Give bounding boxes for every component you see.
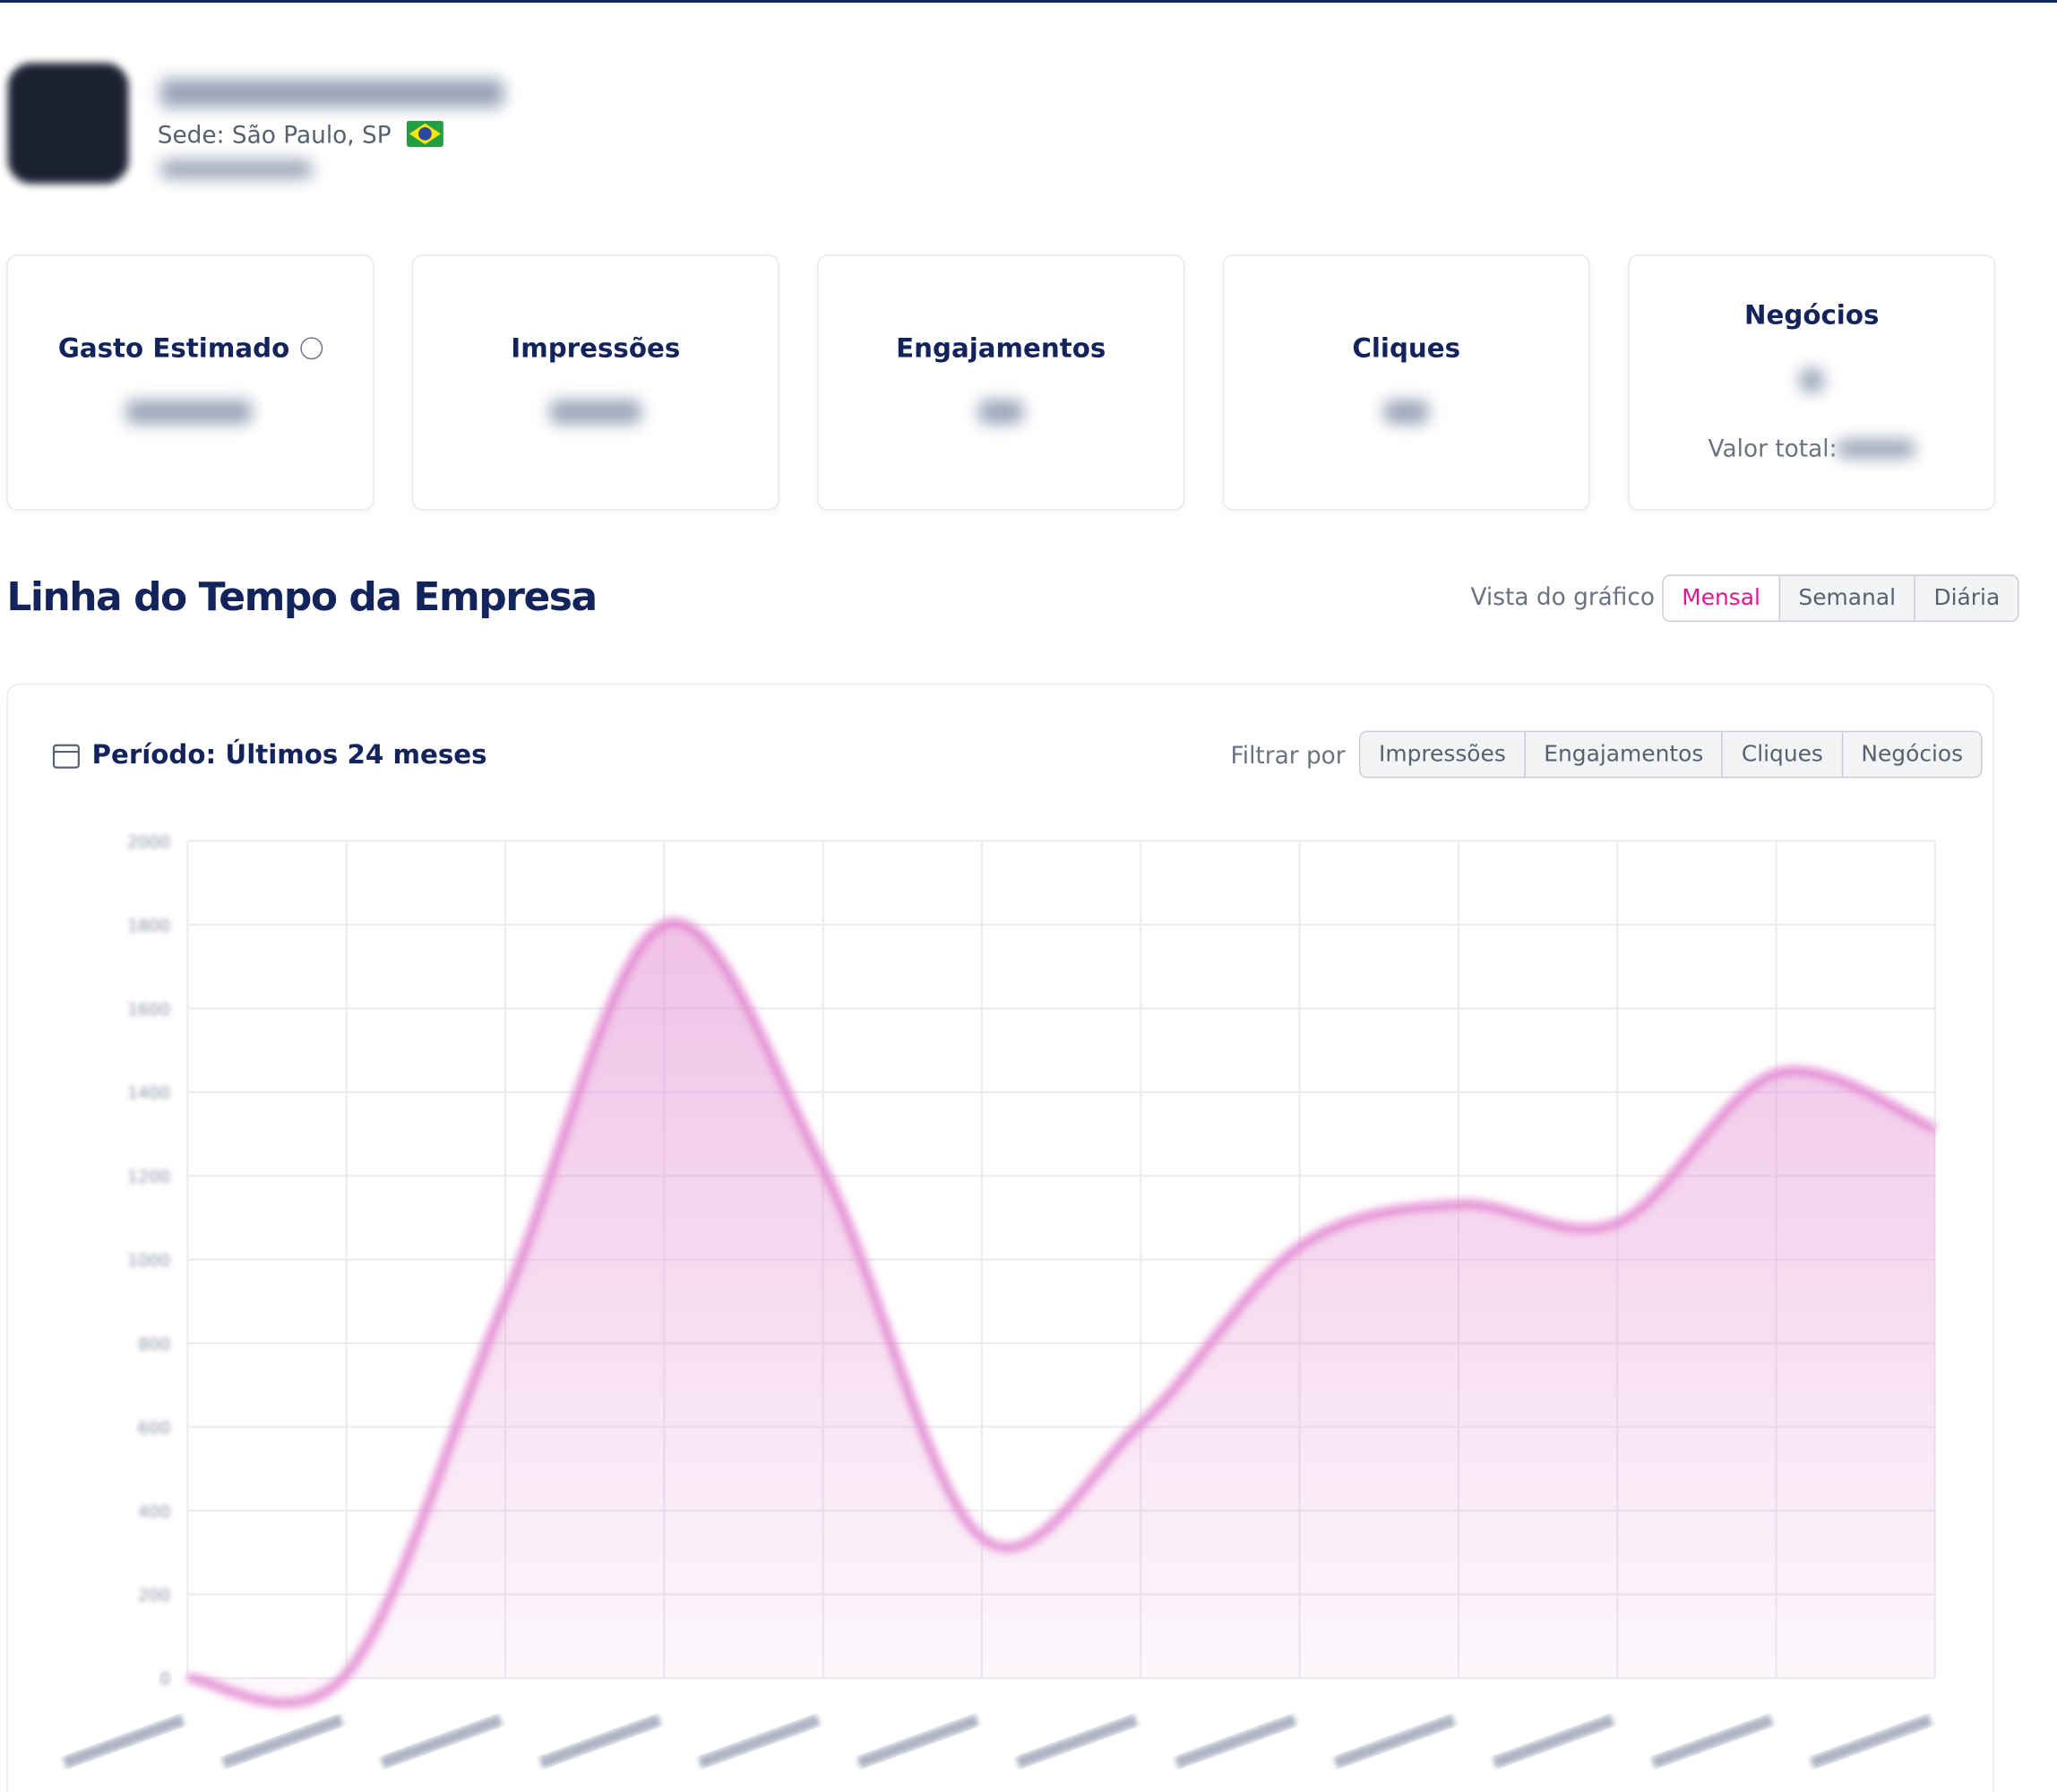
stat-card: Negócios Valor total: <box>1628 254 1996 511</box>
stat-card: Impressões <box>411 254 779 511</box>
filter-option[interactable]: Engajamentos <box>1524 732 1722 777</box>
info-icon <box>299 337 323 360</box>
view-option[interactable]: Semanal <box>1778 575 1914 621</box>
y-tick-label: 1200 <box>127 1167 170 1187</box>
y-tick-label: 800 <box>138 1334 170 1354</box>
location-text: Sede: São Paulo, SP <box>157 122 392 150</box>
view-label: Vista do gráfico <box>1470 583 1656 612</box>
filter-option[interactable]: Cliques <box>1721 732 1842 777</box>
card-title: Engajamentos <box>896 332 1106 364</box>
location: Sede: São Paulo, SP <box>157 120 443 150</box>
x-tick-label-placeholder <box>856 1714 979 1769</box>
x-tick-label-placeholder <box>1650 1714 1774 1769</box>
card-sub: Valor total: <box>1708 435 1838 463</box>
card-sub-value <box>1837 439 1915 459</box>
y-tick-label: 1600 <box>127 1000 170 1020</box>
y-tick-label: 0 <box>159 1669 170 1689</box>
x-tick-label-placeholder <box>221 1714 344 1769</box>
card-value <box>125 400 253 424</box>
social-links <box>159 159 313 179</box>
card-title: Impressões <box>511 332 681 364</box>
x-tick-label-placeholder <box>1333 1714 1456 1769</box>
card-title: Negócios <box>1743 298 1880 332</box>
x-tick-label-placeholder <box>62 1714 185 1769</box>
top-border <box>0 0 2057 3</box>
y-tick-label: 1000 <box>127 1251 170 1271</box>
y-tick-label: 1800 <box>127 916 170 935</box>
card-value <box>1383 400 1429 424</box>
view-toggle: Mensal Semanal Diária <box>1662 574 2020 623</box>
view-option[interactable]: Mensal <box>1663 575 1779 621</box>
view-option[interactable]: Diária <box>1914 575 2018 621</box>
stat-card: Cliques <box>1222 254 1590 511</box>
y-tick-label: 1400 <box>127 1083 170 1103</box>
x-tick-label-placeholder <box>698 1714 821 1769</box>
x-tick-label-placeholder <box>380 1714 503 1769</box>
chart-card <box>6 683 1994 1792</box>
period: Período: Últimos 24 meses <box>91 738 487 771</box>
flag <box>406 120 443 148</box>
card-title: Cliques <box>1352 332 1461 364</box>
line <box>186 918 1937 1708</box>
y-tick-label: 400 <box>138 1502 170 1521</box>
area <box>187 922 1935 1703</box>
x-tick-label-placeholder <box>1810 1714 1932 1769</box>
x-tick-label-placeholder <box>538 1714 662 1769</box>
card-value <box>1800 368 1824 392</box>
y-tick-label: 200 <box>138 1586 170 1606</box>
x-tick-label-placeholder <box>1492 1714 1615 1769</box>
card-title: Gasto Estimado <box>8 332 373 364</box>
filter-label: Filtrar por <box>1230 742 1346 771</box>
filter-option[interactable]: Negócios <box>1841 732 1981 777</box>
filter-toggle: Impressões Engajamentos Cliques Negócios <box>1359 730 1984 779</box>
x-tick-label-placeholder <box>1174 1714 1297 1769</box>
stat-card: Gasto Estimado <box>6 254 374 511</box>
y-tick-label: 2000 <box>127 832 170 852</box>
x-tick-label-placeholder <box>1015 1714 1139 1769</box>
company-name <box>159 78 504 108</box>
stat-card: Engajamentos <box>817 254 1185 511</box>
filter-option[interactable]: Impressões <box>1378 741 1506 768</box>
card-value <box>549 400 642 424</box>
calendar-icon <box>52 744 80 769</box>
y-tick-label: 600 <box>138 1418 170 1438</box>
logo <box>7 63 129 185</box>
card-value <box>978 400 1024 424</box>
section-title: Linha do Tempo da Empresa <box>6 574 598 621</box>
